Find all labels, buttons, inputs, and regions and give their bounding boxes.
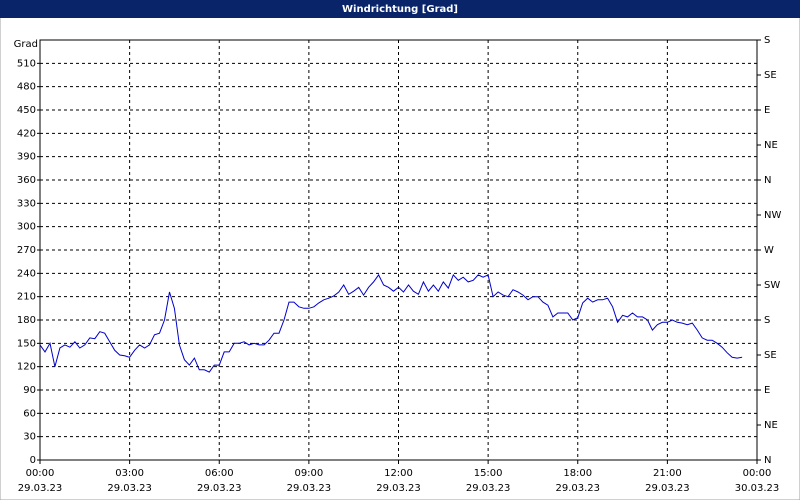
x-tick-date: 29.03.23 xyxy=(197,483,242,494)
y-tick-label: 60 xyxy=(23,408,36,419)
y2-tick-label: NW xyxy=(764,210,781,221)
y2-tick-label: SE xyxy=(764,350,777,361)
y2-tick-label: SE xyxy=(764,70,777,81)
y2-tick-label: E xyxy=(764,385,770,396)
x-tick-date: 29.03.23 xyxy=(466,483,511,494)
x-tick-date: 30.03.23 xyxy=(735,483,780,494)
y2-tick-label: NE xyxy=(764,420,778,431)
y-tick-label: 300 xyxy=(17,222,36,233)
y-tick-label: 420 xyxy=(17,128,36,139)
y-tick-label: 510 xyxy=(17,58,36,69)
x-tick-date: 29.03.23 xyxy=(376,483,421,494)
x-tick-label: 00:00 xyxy=(26,468,55,479)
x-tick-label: 12:00 xyxy=(384,468,413,479)
y-tick-label: 330 xyxy=(17,198,36,209)
y-tick-label: 390 xyxy=(17,152,36,163)
y2-tick-label: SW xyxy=(764,280,780,291)
x-tick-label: 03:00 xyxy=(115,468,144,479)
y-tick-label: 480 xyxy=(17,82,36,93)
x-tick-label: 06:00 xyxy=(205,468,234,479)
y2-tick-label: W xyxy=(764,245,774,256)
x-tick-label: 00:00 xyxy=(743,468,772,479)
y2-tick-label: N xyxy=(764,175,771,186)
x-tick-date: 29.03.23 xyxy=(645,483,690,494)
data-line xyxy=(39,273,743,373)
y-tick-label: 180 xyxy=(17,315,36,326)
x-tick-date: 29.03.23 xyxy=(18,483,63,494)
y-tick-label: 450 xyxy=(17,105,36,116)
y-tick-label: 210 xyxy=(17,292,36,303)
y-tick-label: 150 xyxy=(17,338,36,349)
y2-tick-label: NE xyxy=(764,140,778,151)
y-tick-label: 120 xyxy=(17,362,36,373)
x-tick-date: 29.03.23 xyxy=(555,483,600,494)
y-tick-label: 240 xyxy=(17,268,36,279)
y-tick-label: 0 xyxy=(30,455,36,466)
chart-title: Windrichtung [Grad] xyxy=(342,4,458,15)
title-bar xyxy=(0,0,800,18)
y2-tick-label: E xyxy=(764,105,770,116)
y-axis-label: Grad xyxy=(14,39,38,50)
y-tick-label: 90 xyxy=(23,385,36,396)
y2-tick-label: S xyxy=(764,315,770,326)
x-tick-date: 29.03.23 xyxy=(287,483,332,494)
x-tick-label: 21:00 xyxy=(653,468,682,479)
x-tick-date: 29.03.23 xyxy=(107,483,152,494)
x-tick-label: 18:00 xyxy=(563,468,592,479)
y2-tick-label: N xyxy=(764,455,771,466)
x-tick-label: 09:00 xyxy=(294,468,323,479)
x-tick-label: 15:00 xyxy=(474,468,503,479)
y-tick-label: 270 xyxy=(17,245,36,256)
y2-tick-label: S xyxy=(764,35,770,46)
y-tick-label: 360 xyxy=(17,175,36,186)
y-tick-label: 30 xyxy=(23,432,36,443)
